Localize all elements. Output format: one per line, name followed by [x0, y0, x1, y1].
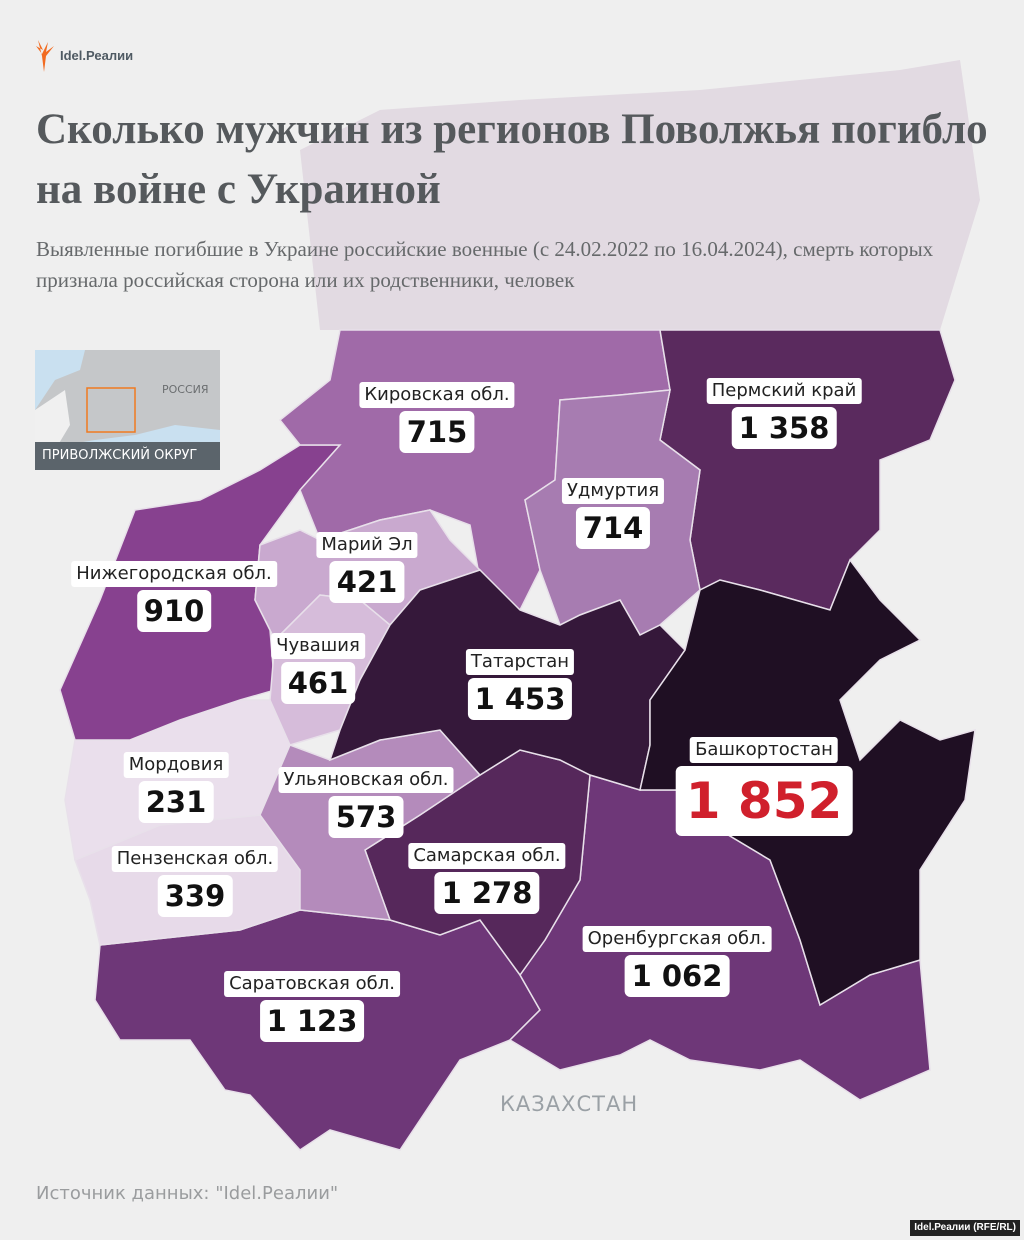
region-value: 1 123: [259, 1000, 365, 1042]
region-name: Марий Эл: [316, 532, 418, 558]
region-value: 1 852: [675, 766, 853, 836]
region-label: Пермский край 1 358: [706, 378, 862, 449]
region-label: Саратовская обл. 1 123: [224, 971, 400, 1042]
logo: Idel.Реалии: [34, 36, 133, 74]
source-note: Источник данных: "Idel.Реалии": [36, 1183, 339, 1204]
region-value: 1 358: [731, 407, 837, 449]
region-label: Татарстан 1 453: [465, 649, 575, 720]
region-name: Чувашия: [271, 633, 365, 659]
region-name: Пермский край: [706, 378, 862, 404]
kazakhstan-label: КАЗАХСТАН: [500, 1092, 639, 1116]
bottom-band: [0, 1150, 1024, 1240]
region-name: Удмуртия: [561, 478, 665, 504]
credit: Idel.Реалии (RFE/RL): [910, 1220, 1020, 1236]
region-value: 1 278: [434, 872, 540, 914]
region-name: Татарстан: [465, 649, 575, 675]
region-value: 1 062: [624, 955, 730, 997]
region-name: Саратовская обл.: [224, 971, 400, 997]
region-value: 573: [328, 796, 404, 838]
region-label: Удмуртия 714: [561, 478, 665, 549]
region-name: Нижегородская обл.: [71, 561, 277, 587]
region-name: Ульяновская обл.: [278, 767, 454, 793]
region-value: 715: [399, 411, 475, 453]
region-label: Оренбургская обл. 1 062: [582, 926, 772, 997]
region-value: 910: [136, 590, 212, 632]
region-label: Чувашия 461: [271, 633, 365, 704]
district-label: ПРИВОЛЖСКИЙ ОКРУГ: [35, 442, 220, 470]
region-label: Ульяновская обл. 573: [278, 767, 454, 838]
region-label: Кировская обл. 715: [359, 382, 515, 453]
region-value: 461: [280, 662, 356, 704]
torch-icon: [36, 40, 54, 72]
region-label: Пензенская обл. 339: [111, 846, 279, 917]
region-name: Кировская обл.: [359, 382, 515, 408]
region-label: Башкортостан 1 852: [675, 737, 853, 836]
region-label: Марий Эл 421: [316, 532, 418, 603]
region-value: 421: [329, 561, 405, 603]
region-name: Башкортостан: [690, 737, 838, 763]
region-name: Самарская обл.: [408, 843, 566, 869]
page-title: Сколько мужчин из регионов Поволжья поги…: [36, 106, 988, 213]
region-value: 231: [138, 781, 214, 823]
region-value: 714: [575, 507, 651, 549]
region-value: 339: [157, 875, 233, 917]
logo-text: Idel.Реалии: [60, 47, 134, 63]
region-perm: [659, 329, 956, 611]
region-label: Нижегородская обл. 910: [71, 561, 277, 632]
background-silhouette: [300, 60, 980, 330]
page-subtitle: Выявленные погибшие в Украине российские…: [36, 237, 934, 292]
inset-country-label: РОССИЯ: [162, 383, 209, 396]
region-value: 1 453: [467, 678, 573, 720]
region-name: Пензенская обл.: [111, 846, 279, 872]
region-label: Мордовия 231: [123, 752, 229, 823]
region-label: Самарская обл. 1 278: [408, 843, 566, 914]
region-name: Оренбургская обл.: [582, 926, 772, 952]
region-name: Мордовия: [123, 752, 229, 778]
region-highlight-box: [86, 387, 136, 433]
